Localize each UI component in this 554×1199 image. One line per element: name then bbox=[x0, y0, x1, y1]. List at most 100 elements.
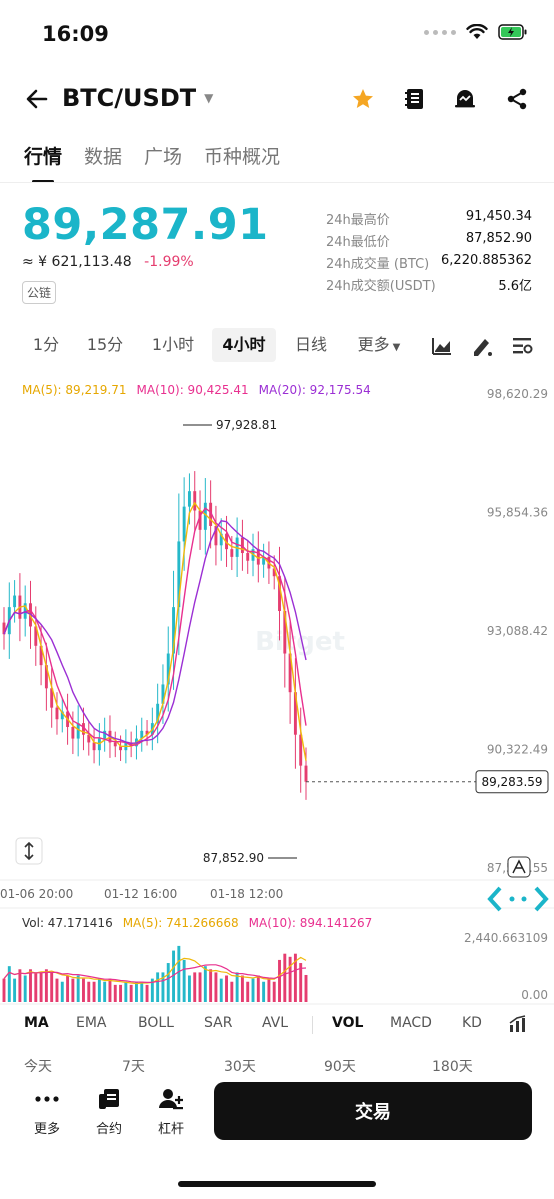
volume-bar bbox=[251, 978, 255, 1002]
candle bbox=[246, 553, 250, 561]
indicator-ema[interactable]: EMA bbox=[76, 1015, 107, 1031]
interval-4h[interactable]: 4小时 bbox=[212, 328, 276, 362]
chevron-down-icon: ▼ bbox=[204, 91, 214, 105]
notebook-icon[interactable] bbox=[400, 84, 430, 114]
volume-bar bbox=[119, 984, 123, 1002]
tab-square[interactable]: 广场 bbox=[144, 146, 183, 168]
candle bbox=[299, 734, 303, 766]
period-30d[interactable]: 30天 bbox=[224, 1059, 256, 1075]
scroll-latest-icon[interactable] bbox=[487, 886, 549, 912]
volume-bar bbox=[278, 959, 281, 1002]
period-today[interactable]: 今天 bbox=[24, 1059, 52, 1075]
divider bbox=[0, 182, 554, 183]
candle bbox=[230, 549, 234, 557]
volume-bar bbox=[267, 978, 271, 1002]
vertical-arrows-icon bbox=[24, 841, 34, 861]
volume-bar bbox=[150, 978, 154, 1002]
back-arrow-icon[interactable] bbox=[22, 84, 52, 114]
ma20-line bbox=[3, 520, 307, 745]
y-tick-label: 93,088.42 bbox=[487, 624, 548, 638]
candlestick-chart[interactable]: Bitget98,620.2995,854.3693,088.4290,322.… bbox=[0, 376, 554, 1006]
candle bbox=[193, 491, 197, 511]
ma20-legend: MA(20): 92,175.54 bbox=[258, 383, 371, 397]
stat-value: 91,450.34 bbox=[465, 209, 532, 224]
favorite-star-icon[interactable] bbox=[348, 84, 378, 114]
draw-pen-icon[interactable] bbox=[470, 334, 494, 358]
volume-bar bbox=[230, 981, 234, 1002]
interval-1d[interactable]: 日线 bbox=[294, 335, 327, 354]
period-180d[interactable]: 180天 bbox=[432, 1059, 473, 1075]
divider bbox=[312, 1016, 313, 1034]
trade-button[interactable]: 交易 bbox=[214, 1082, 532, 1140]
indicator-settings-icon[interactable] bbox=[510, 334, 534, 358]
volume-bar bbox=[66, 975, 70, 1002]
indicator-macd[interactable]: MACD bbox=[390, 1015, 432, 1031]
vol-axis-min-label: 0.00 bbox=[521, 988, 548, 1002]
more-button[interactable]: 更多 bbox=[22, 1086, 72, 1137]
candle bbox=[39, 645, 43, 666]
margin-button[interactable]: 杠杆 bbox=[146, 1086, 196, 1137]
volume-bar bbox=[203, 966, 207, 1002]
stat-row: 24h最高价 91,450.34 bbox=[326, 209, 532, 231]
interval-more[interactable]: 更多 ▼ bbox=[350, 328, 408, 362]
contract-button[interactable]: 合约 bbox=[84, 1086, 134, 1137]
period-90d[interactable]: 90天 bbox=[324, 1059, 356, 1075]
indicator-chart-icon[interactable] bbox=[508, 1014, 528, 1034]
last-price-tag bbox=[475, 770, 549, 794]
volume-bar bbox=[44, 969, 48, 1002]
volume-bar bbox=[246, 981, 250, 1002]
interval-1h[interactable]: 1小时 bbox=[151, 335, 195, 354]
volume-bar bbox=[166, 963, 170, 1002]
vol-ma5-legend: MA(5): 741.266668 bbox=[122, 916, 239, 930]
indicator-kd[interactable]: KD bbox=[462, 1015, 482, 1031]
candle bbox=[71, 726, 75, 739]
volume-bar bbox=[288, 956, 292, 1002]
chart-type-icon[interactable] bbox=[430, 334, 454, 358]
status-bar: 16:09 bbox=[0, 0, 554, 70]
y-tick-label: 95,854.36 bbox=[487, 506, 548, 520]
tab-data[interactable]: 数据 bbox=[84, 146, 123, 168]
interval-1m[interactable]: 1分 bbox=[32, 335, 60, 354]
top-tabs: 行情 数据 广场 币种概况 bbox=[24, 142, 280, 183]
interval-15m[interactable]: 15分 bbox=[86, 335, 124, 354]
indicator-vol[interactable]: VOL bbox=[332, 1015, 364, 1031]
volume-bar bbox=[92, 981, 96, 1002]
candle bbox=[113, 742, 117, 747]
volume-bar bbox=[177, 945, 181, 1002]
volume-bar bbox=[134, 981, 138, 1002]
pair-selector[interactable]: BTC/USDT ▼ bbox=[62, 84, 213, 112]
chain-badge[interactable]: 公链 bbox=[22, 281, 57, 304]
vol-ma10-line bbox=[3, 964, 307, 984]
alert-bell-icon[interactable] bbox=[450, 84, 480, 114]
interval-more-label: 更多 bbox=[357, 335, 390, 354]
candle bbox=[2, 622, 6, 635]
y-tick-label: 90,322.49 bbox=[487, 743, 548, 757]
candle bbox=[166, 653, 170, 685]
candle bbox=[283, 611, 287, 654]
indicator-sar[interactable]: SAR bbox=[204, 1015, 233, 1031]
status-time: 16:09 bbox=[42, 22, 109, 46]
share-icon[interactable] bbox=[502, 84, 532, 114]
tab-coin-overview[interactable]: 币种概况 bbox=[204, 146, 281, 168]
volume-bar bbox=[60, 981, 64, 1002]
x-tick-label: 01-06 20:00 bbox=[0, 887, 73, 901]
candle bbox=[172, 607, 176, 654]
volume-bar bbox=[161, 972, 165, 1002]
candle bbox=[219, 533, 223, 546]
indicator-boll[interactable]: BOLL bbox=[138, 1015, 174, 1031]
low-price-label: 87,852.90 bbox=[203, 851, 264, 865]
ma5-line bbox=[3, 501, 307, 761]
tab-market[interactable]: 行情 bbox=[24, 142, 62, 183]
contract-label: 合约 bbox=[95, 1122, 122, 1137]
candle bbox=[55, 707, 59, 720]
volume-bar bbox=[262, 981, 266, 1002]
last-price-value: 89,283.59 bbox=[481, 775, 542, 789]
indicator-ma[interactable]: MA bbox=[24, 1015, 49, 1031]
candle bbox=[293, 692, 297, 735]
period-7d[interactable]: 7天 bbox=[122, 1059, 145, 1075]
bottom-action-bar: 更多 合约 杠杆 交易 bbox=[0, 1072, 554, 1152]
candle bbox=[87, 734, 91, 743]
volume-bar bbox=[113, 984, 117, 1002]
vol-axis-max-label: 2,440.663109 bbox=[464, 931, 548, 945]
indicator-avl[interactable]: AVL bbox=[262, 1015, 289, 1031]
